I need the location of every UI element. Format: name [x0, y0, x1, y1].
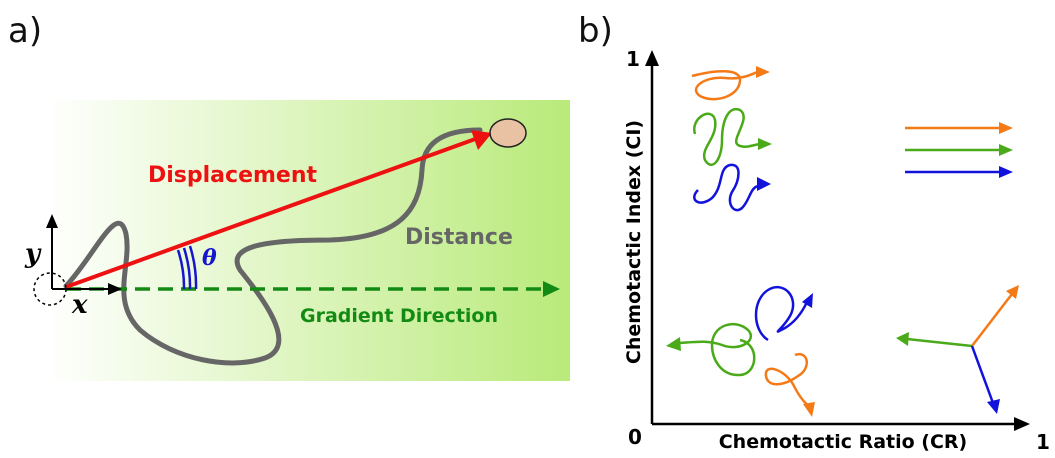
- panel-a-letter: a): [8, 11, 42, 51]
- origin-label: 0: [628, 425, 642, 449]
- blue-arrowhead-bottom-right: [987, 399, 1000, 414]
- axis-x-label: x: [71, 290, 88, 320]
- theta-angle-marker: [176, 245, 198, 290]
- x-axis-arrowhead: [1014, 417, 1030, 431]
- low-ci-low-cr-trajectories: [666, 286, 815, 417]
- green-undirected-line: [906, 337, 973, 348]
- orange-trajectory-low-ci-low-cr: [764, 352, 809, 407]
- blue-arrowhead-top-left: [757, 177, 771, 191]
- green-trajectory-high-ci-low-cr: [693, 107, 761, 166]
- displacement-arrow: [65, 136, 479, 289]
- green-arrowhead-top-left: [758, 138, 772, 150]
- y-max-label: 1: [626, 47, 640, 71]
- distance-trajectory: [63, 127, 483, 366]
- displacement-label: Displacement: [148, 163, 318, 188]
- y-axis-label: Chemotactic Index (CI): [623, 120, 645, 364]
- displacement-arrowhead: [471, 130, 492, 150]
- high-ci-high-cr-trajectories: [905, 122, 1013, 178]
- distance-label: Distance: [405, 225, 513, 250]
- green-arrowhead-bottom-left: [666, 337, 681, 351]
- orange-trajectory-high-ci-low-cr: [691, 70, 759, 101]
- orange-arrowhead-top-right: [999, 122, 1013, 134]
- low-ci-high-cr-trajectories: [896, 285, 1019, 414]
- theta-label: θ: [202, 245, 217, 271]
- panel-b: b) 0 1 1 Chemotactic Ratio (CR) Chemotac…: [578, 11, 1050, 454]
- panel-b-letter: b): [578, 11, 613, 51]
- x-axis-label: Chemotactic Ratio (CR): [719, 431, 968, 453]
- panel-a: a) θ y x Displacement Distance Gradient …: [8, 11, 570, 381]
- orange-undirected-line: [971, 293, 1013, 347]
- x-max-label: 1: [1036, 430, 1050, 454]
- gradient-direction-arrowhead: [543, 281, 560, 297]
- green-trajectory-low-ci-low-cr: [679, 322, 756, 377]
- gradient-direction-label: Gradient Direction: [300, 305, 498, 327]
- green-arrowhead-bottom-right: [896, 332, 909, 346]
- orange-arrowhead-top-left: [756, 66, 770, 78]
- blue-trajectory-high-ci-low-cr: [693, 163, 759, 212]
- x-axis-arrowhead: [108, 283, 122, 295]
- green-arrowhead-top-right: [999, 144, 1013, 156]
- high-ci-low-cr-trajectories: [691, 66, 772, 212]
- orange-arrowhead-bottom-right: [1006, 285, 1019, 299]
- blue-arrowhead-bottom-left: [802, 293, 813, 308]
- y-axis-arrowhead: [46, 214, 58, 228]
- blue-trajectory-low-ci-low-cr: [754, 286, 808, 342]
- y-axis-arrowhead: [645, 50, 659, 66]
- blue-arrowhead-top-right: [999, 166, 1013, 178]
- orange-arrowhead-bottom-left: [803, 402, 815, 417]
- cell: [489, 118, 527, 148]
- axis-y-label: y: [24, 239, 42, 269]
- blue-undirected-line: [970, 345, 995, 404]
